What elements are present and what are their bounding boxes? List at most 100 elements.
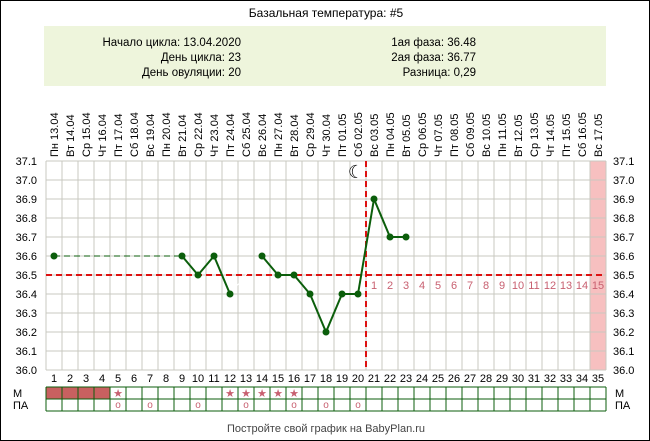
y-tick-right: 36.2 (613, 327, 634, 339)
x-tick-day: 28 (480, 373, 492, 385)
x-tick-day: 19 (336, 373, 348, 385)
phase1-avg: 1ая фаза: 36.48 (391, 37, 476, 49)
temperature-point (258, 252, 266, 260)
period-cell (62, 387, 78, 399)
y-tick-right: 36.4 (613, 289, 634, 301)
y-tick-left: 36.4 (16, 289, 37, 301)
x-tick-date: Пт 15.05 (561, 113, 573, 157)
x-tick-date: Вс 26.04 (257, 114, 269, 157)
y-tick-left: 36.0 (16, 365, 37, 377)
highlight-column (590, 161, 606, 370)
luteal-day-label: 8 (483, 280, 489, 292)
x-tick-day: 26 (448, 373, 460, 385)
pa-row-label: ПА (13, 400, 29, 412)
y-tick-left: 36.2 (16, 327, 37, 339)
luteal-day-label: 9 (499, 280, 505, 292)
x-tick-date: Вс 03.05 (369, 114, 381, 157)
temperature-point (322, 328, 330, 336)
temperature-point (210, 252, 218, 260)
m-star-mark: ★ (225, 388, 235, 400)
temperature-point (306, 290, 314, 298)
x-tick-day: 8 (163, 373, 169, 385)
x-tick-day: 14 (256, 373, 268, 385)
cycle-start: Начало цикла: 13.04.2020 (103, 37, 242, 49)
temperature-segment (373, 198, 391, 238)
m-star-mark: ★ (257, 388, 267, 400)
m-star-mark: ★ (273, 388, 283, 400)
pa-circle-mark: o (355, 400, 361, 411)
y-tick-right: 36.6 (613, 251, 634, 263)
pa-circle-mark: o (147, 400, 153, 411)
luteal-day-label: 15 (592, 280, 604, 292)
x-tick-day: 29 (496, 373, 508, 385)
x-tick-date: Чт 14.05 (545, 114, 557, 157)
footer-link[interactable]: Постройте свой график на BabyPlan.ru (227, 423, 425, 435)
period-cell (78, 387, 94, 399)
temperature-segment (261, 255, 279, 276)
luteal-day-label: 11 (528, 280, 539, 292)
luteal-day-label: 7 (467, 280, 473, 292)
x-tick-date: Ср 15.04 (81, 112, 93, 157)
temperature-segment (181, 255, 199, 276)
pa-circle-mark: o (323, 400, 329, 411)
x-tick-date: Ср 13.05 (529, 112, 541, 157)
x-tick-day: 7 (147, 373, 153, 385)
x-tick-date: Пн 11.05 (497, 113, 509, 157)
x-tick-day: 11 (208, 373, 219, 385)
luteal-day-label: 5 (435, 280, 441, 292)
period-cell (46, 387, 62, 399)
luteal-day-label: 4 (419, 280, 425, 292)
x-tick-day: 18 (320, 373, 332, 385)
y-tick-left: 37.1 (16, 156, 37, 168)
x-tick-date: Вс 17.05 (593, 114, 605, 157)
y-tick-right: 36.1 (613, 346, 634, 358)
x-tick-date: Пт 24.04 (225, 113, 237, 157)
x-tick-day: 16 (288, 373, 300, 385)
cycle-day: День цикла: 23 (161, 52, 241, 64)
x-tick-day: 23 (400, 373, 412, 385)
y-tick-left: 36.3 (16, 308, 37, 320)
x-tick-day: 9 (179, 373, 185, 385)
temperature-point (290, 271, 298, 279)
luteal-day-label: 2 (387, 280, 393, 292)
luteal-day-label: 6 (451, 280, 457, 292)
x-tick-date: Сб 16.05 (577, 112, 589, 157)
y-tick-right: 36.0 (613, 365, 634, 377)
x-tick-day: 15 (272, 373, 284, 385)
x-tick-day: 3 (83, 373, 89, 385)
x-tick-day: 6 (131, 373, 137, 385)
x-tick-date: Сб 02.05 (353, 112, 365, 157)
x-tick-date: Сб 25.04 (241, 112, 253, 157)
x-tick-day: 13 (240, 373, 252, 385)
m-row-label: М (13, 388, 22, 400)
y-tick-left: 36.6 (16, 251, 37, 263)
x-tick-date: Вт 05.05 (401, 114, 413, 157)
temperature-point (50, 252, 58, 260)
y-tick-right: 37.0 (613, 175, 634, 187)
x-tick-day: 27 (464, 373, 476, 385)
y-tick-left: 36.8 (16, 213, 37, 225)
luteal-day-label: 12 (544, 280, 556, 292)
m-row-label-right: М (615, 388, 624, 400)
x-tick-date: Вт 21.04 (177, 114, 189, 157)
x-tick-date: Ср 06.05 (417, 112, 429, 157)
temperature-segment (309, 293, 327, 333)
x-tick-date: Вс 10.05 (481, 114, 493, 157)
moon-icon: ☾ (348, 162, 364, 182)
y-tick-right: 36.9 (613, 194, 634, 206)
x-tick-day: 31 (528, 373, 540, 385)
y-tick-right: 36.8 (613, 213, 634, 225)
luteal-day-label: 13 (560, 280, 572, 292)
luteal-day-label: 14 (576, 280, 588, 292)
x-tick-day: 1 (51, 373, 57, 385)
x-tick-day: 25 (432, 373, 444, 385)
x-tick-date: Пн 04.05 (385, 112, 397, 157)
y-tick-right: 36.5 (613, 270, 634, 282)
ovulation-day: День овуляции: 20 (142, 67, 241, 79)
x-tick-day: 34 (576, 373, 588, 385)
temperature-point (274, 271, 282, 279)
x-tick-day: 5 (115, 373, 121, 385)
x-tick-date: Ср 22.04 (193, 112, 205, 157)
